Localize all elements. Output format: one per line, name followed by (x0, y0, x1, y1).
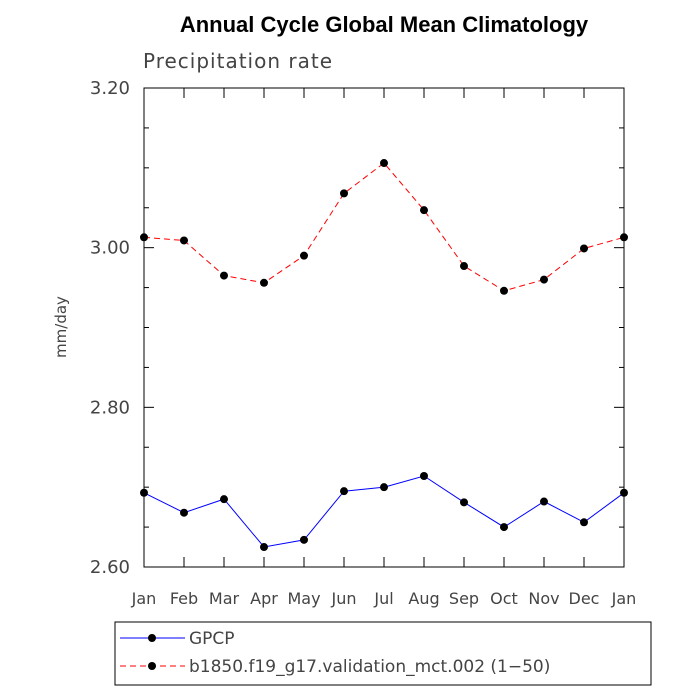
data-point (380, 159, 388, 168)
x-tick-label: Jun (331, 589, 357, 608)
data-point (220, 495, 228, 504)
legend-box (114, 621, 652, 686)
y-tick-label: 2.60 (90, 557, 130, 578)
y-axis-label: mm/day (52, 296, 70, 358)
data-point (300, 535, 308, 544)
y-tick-label: 3.20 (90, 78, 130, 99)
data-point (380, 483, 388, 492)
y-tick-label: 2.80 (90, 397, 130, 418)
data-point (180, 508, 188, 517)
chart-title: Annual Cycle Global Mean Climatology (180, 12, 589, 37)
data-point (620, 233, 628, 242)
data-point (500, 286, 508, 295)
y-tick-label: 3.00 (90, 238, 130, 259)
data-point (460, 262, 468, 271)
legend: GPCP b1850.f19_g17.validation_mct.002 (1−… (114, 621, 652, 686)
x-tick-label: Mar (209, 589, 240, 608)
legend-label: b1850.f19_g17.validation_mct.002 (1−50) (189, 657, 550, 677)
data-point (220, 271, 228, 280)
data-point (300, 251, 308, 260)
x-tick-label: May (287, 589, 320, 608)
x-tick-label: Jan (611, 589, 637, 608)
data-point (180, 236, 188, 245)
data-point (460, 498, 468, 507)
plot-area: 2.60 2.80 3.00 3.20 Jan Feb Mar Apr May Jun Jul Aug… (90, 78, 636, 608)
x-tick-label: Nov (528, 589, 559, 608)
legend-marker (148, 662, 156, 670)
data-point (340, 189, 348, 198)
x-tick-label: Jul (373, 589, 393, 608)
data-point (260, 543, 268, 552)
legend-marker (148, 634, 156, 642)
data-point (340, 487, 348, 496)
x-tick-label: Dec (569, 589, 600, 608)
chart-subtitle: Precipitation rate (143, 49, 333, 73)
x-tick-label: Sep (449, 589, 479, 608)
series-line (143, 162, 625, 292)
x-tick-label: Apr (250, 589, 278, 608)
data-point (580, 518, 588, 527)
data-point (420, 471, 428, 480)
x-tick-label: Aug (408, 589, 439, 608)
data-point (140, 488, 148, 497)
data-point (420, 206, 428, 215)
data-point (620, 488, 628, 497)
data-point (540, 497, 548, 506)
data-point (140, 233, 148, 242)
data-point (580, 244, 588, 253)
x-tick-label: Feb (170, 589, 198, 608)
data-point (540, 275, 548, 284)
data-point (500, 523, 508, 532)
x-tick-label: Jan (131, 589, 157, 608)
legend-label: GPCP (189, 629, 235, 649)
x-tick-label: Oct (490, 589, 518, 608)
data-point (260, 278, 268, 287)
